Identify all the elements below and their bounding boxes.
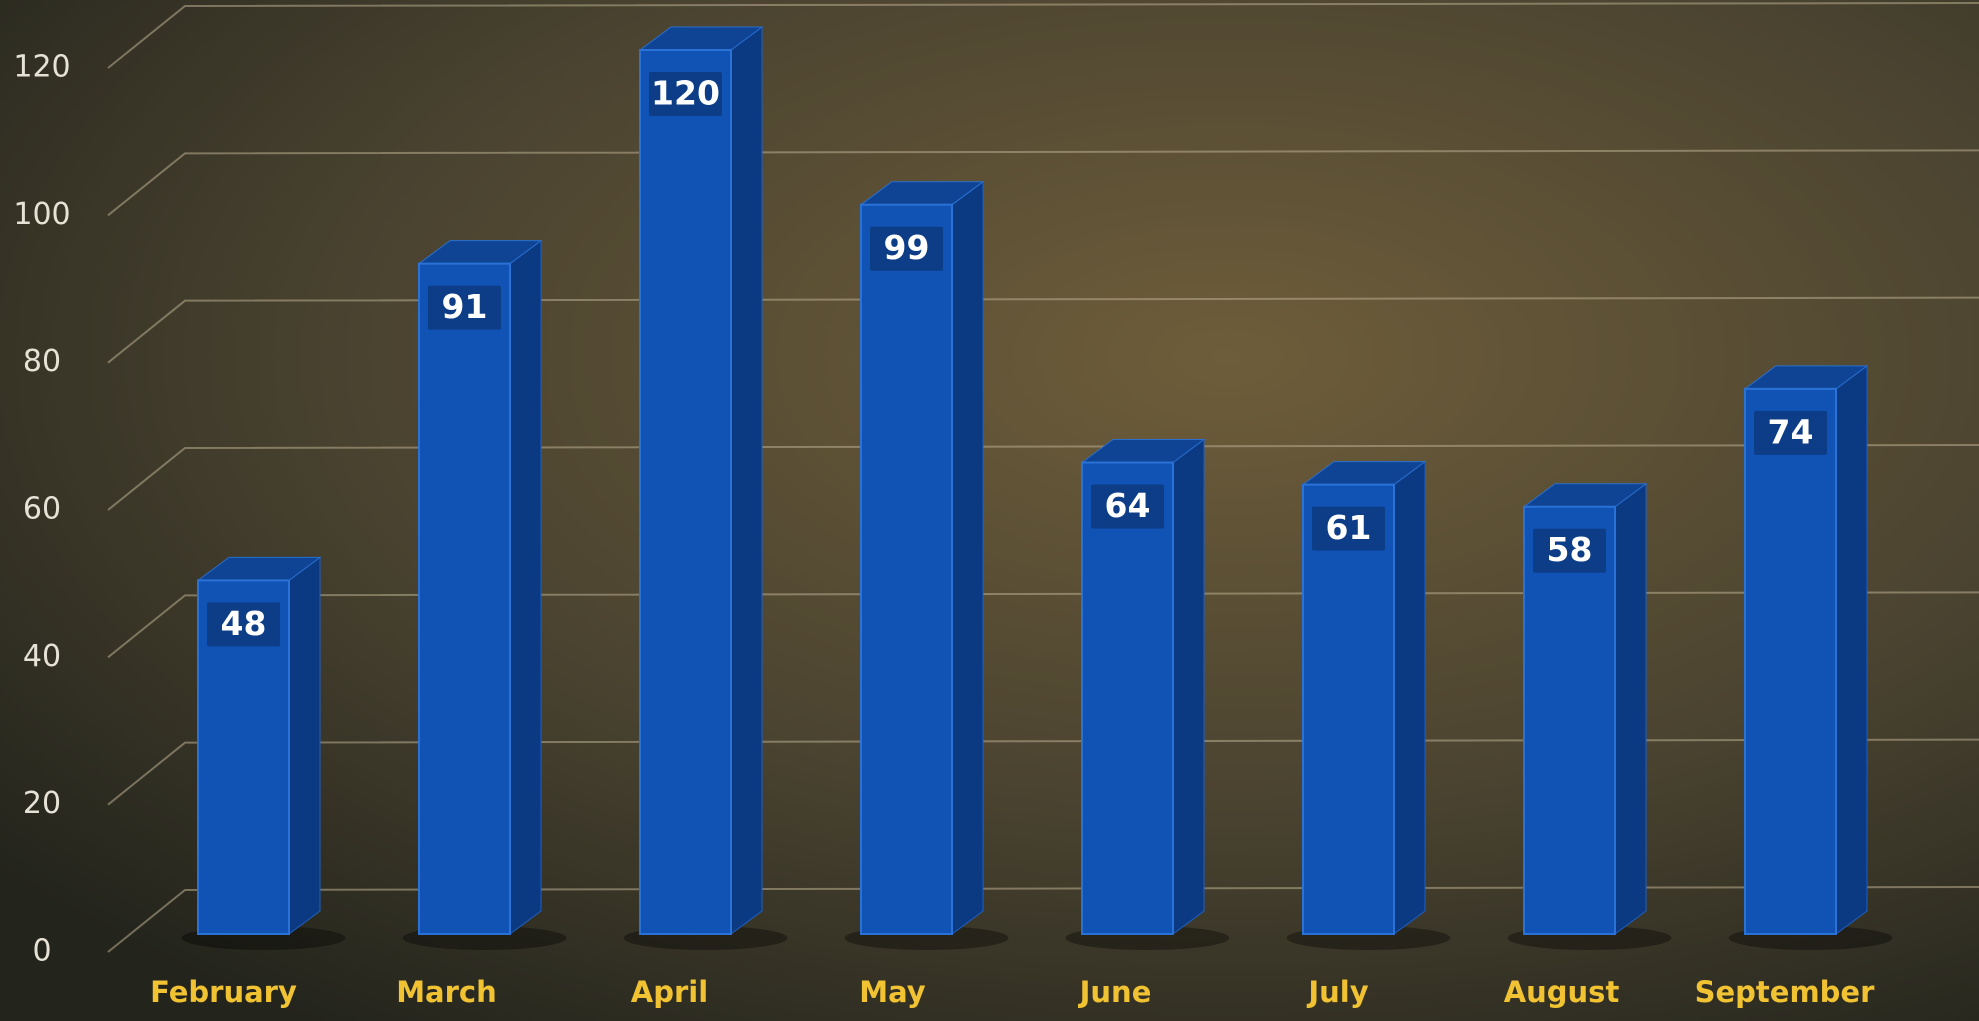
bar-side: [1614, 482, 1647, 935]
value-label: 64: [1105, 486, 1151, 525]
bar: [1081, 461, 1174, 935]
bar-side: [288, 556, 321, 935]
value-label-box: [428, 285, 501, 330]
bar: [860, 203, 953, 935]
bar: [1523, 505, 1616, 935]
bar-side: [509, 239, 542, 935]
x-tick-label: February: [150, 975, 297, 1009]
value-label: 48: [221, 604, 267, 643]
bar: [639, 49, 732, 935]
bar-side: [730, 26, 763, 935]
x-tick-label: August: [1504, 975, 1620, 1009]
y-tick-label: 60: [23, 492, 61, 527]
x-tick-label: March: [396, 975, 497, 1009]
bar-group: 58: [1507, 482, 1672, 950]
value-label: 74: [1768, 412, 1814, 451]
bar-group: 48: [181, 556, 346, 950]
bar-side: [951, 180, 984, 935]
y-tick-label: 120: [13, 50, 70, 85]
bar-group: 120: [623, 26, 788, 950]
y-tick-label: 100: [13, 197, 70, 232]
x-tick-label: April: [631, 975, 708, 1009]
grid-line: [107, 2, 1979, 69]
y-tick-label: 40: [23, 639, 61, 674]
bar-group: 61: [1286, 460, 1451, 950]
value-label: 91: [442, 287, 488, 326]
y-tick-label: 20: [23, 786, 61, 821]
grid-line: [107, 296, 1979, 364]
value-label: 58: [1547, 530, 1593, 569]
bar: [1302, 483, 1395, 935]
bar: [418, 262, 511, 935]
bar-side: [1172, 438, 1205, 935]
value-label: 99: [884, 228, 930, 267]
value-label-box: [870, 226, 943, 271]
x-tick-label: May: [859, 975, 926, 1009]
value-label-box: [1312, 506, 1385, 551]
bar-group: 99: [844, 180, 1009, 950]
grid-line: [107, 444, 1979, 511]
value-label-box: [649, 72, 722, 116]
grid-line: [107, 149, 1979, 217]
value-label: 120: [651, 74, 720, 113]
value-label: 61: [1326, 508, 1372, 547]
bar-group: 91: [402, 239, 567, 950]
bar-group: 74: [1728, 364, 1893, 950]
value-label-box: [1091, 484, 1164, 529]
x-tick-label: July: [1306, 975, 1368, 1009]
bar-side: [1393, 460, 1426, 935]
value-label-box: [1533, 528, 1606, 573]
value-label-box: [1754, 410, 1827, 455]
y-tick-label: 0: [32, 934, 51, 969]
x-tick-label: June: [1078, 975, 1152, 1009]
x-tick-label: September: [1695, 975, 1875, 1009]
bar-side: [1835, 364, 1868, 935]
y-tick-label: 80: [23, 344, 61, 379]
bar-group: 64: [1065, 438, 1230, 950]
value-label-box: [207, 602, 280, 647]
bar: [1744, 387, 1837, 936]
